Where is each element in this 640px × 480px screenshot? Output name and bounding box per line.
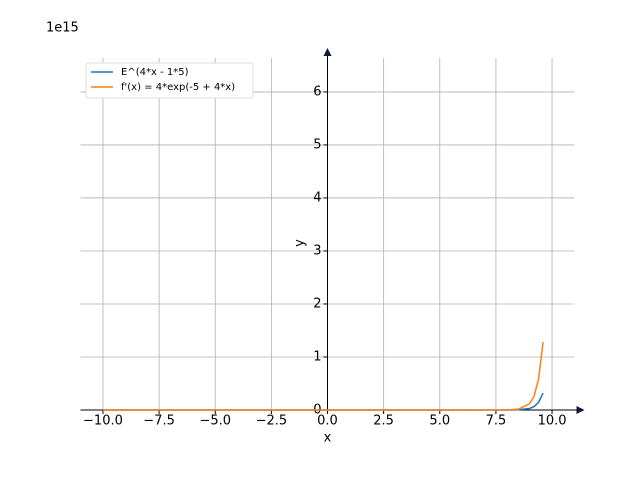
x-tick-label: −2.5 — [256, 414, 288, 429]
x-tick-label: 7.5 — [486, 414, 507, 429]
legend: E^(4*x - 1*5) f'(x) = 4*exp(-5 + 4*x) — [85, 62, 254, 99]
x-tick-label: −7.5 — [143, 414, 175, 429]
y-tick-label: 6 — [313, 84, 321, 99]
y-offset-label: 1e15 — [46, 21, 79, 36]
legend-label: E^(4*x - 1*5) — [121, 67, 189, 78]
series-line — [102, 342, 544, 411]
legend-label: f'(x) = 4*exp(-5 + 4*x) — [121, 82, 235, 93]
y-axis-arrow — [323, 48, 332, 56]
y-axis-label: y — [293, 239, 308, 247]
x-tick-label: 5.0 — [429, 414, 450, 429]
x-tick-label: 2.5 — [373, 414, 394, 429]
y-tick-label: 4 — [313, 190, 321, 205]
x-axis-arrow — [576, 406, 585, 414]
y-tick-label: 3 — [313, 243, 321, 258]
legend-box — [85, 62, 254, 99]
y-tick-label: 2 — [313, 296, 321, 311]
x-tick-label: −10.0 — [83, 414, 123, 429]
x-tick-label: −5.0 — [199, 414, 231, 429]
y-tick-label: 1 — [313, 349, 321, 364]
x-axis-label: x — [324, 431, 332, 446]
series-line — [102, 392, 544, 411]
y-tick-label: 5 — [313, 137, 321, 152]
x-tick-label: 10.0 — [538, 414, 567, 429]
x-tick-label: 0.0 — [317, 414, 338, 429]
